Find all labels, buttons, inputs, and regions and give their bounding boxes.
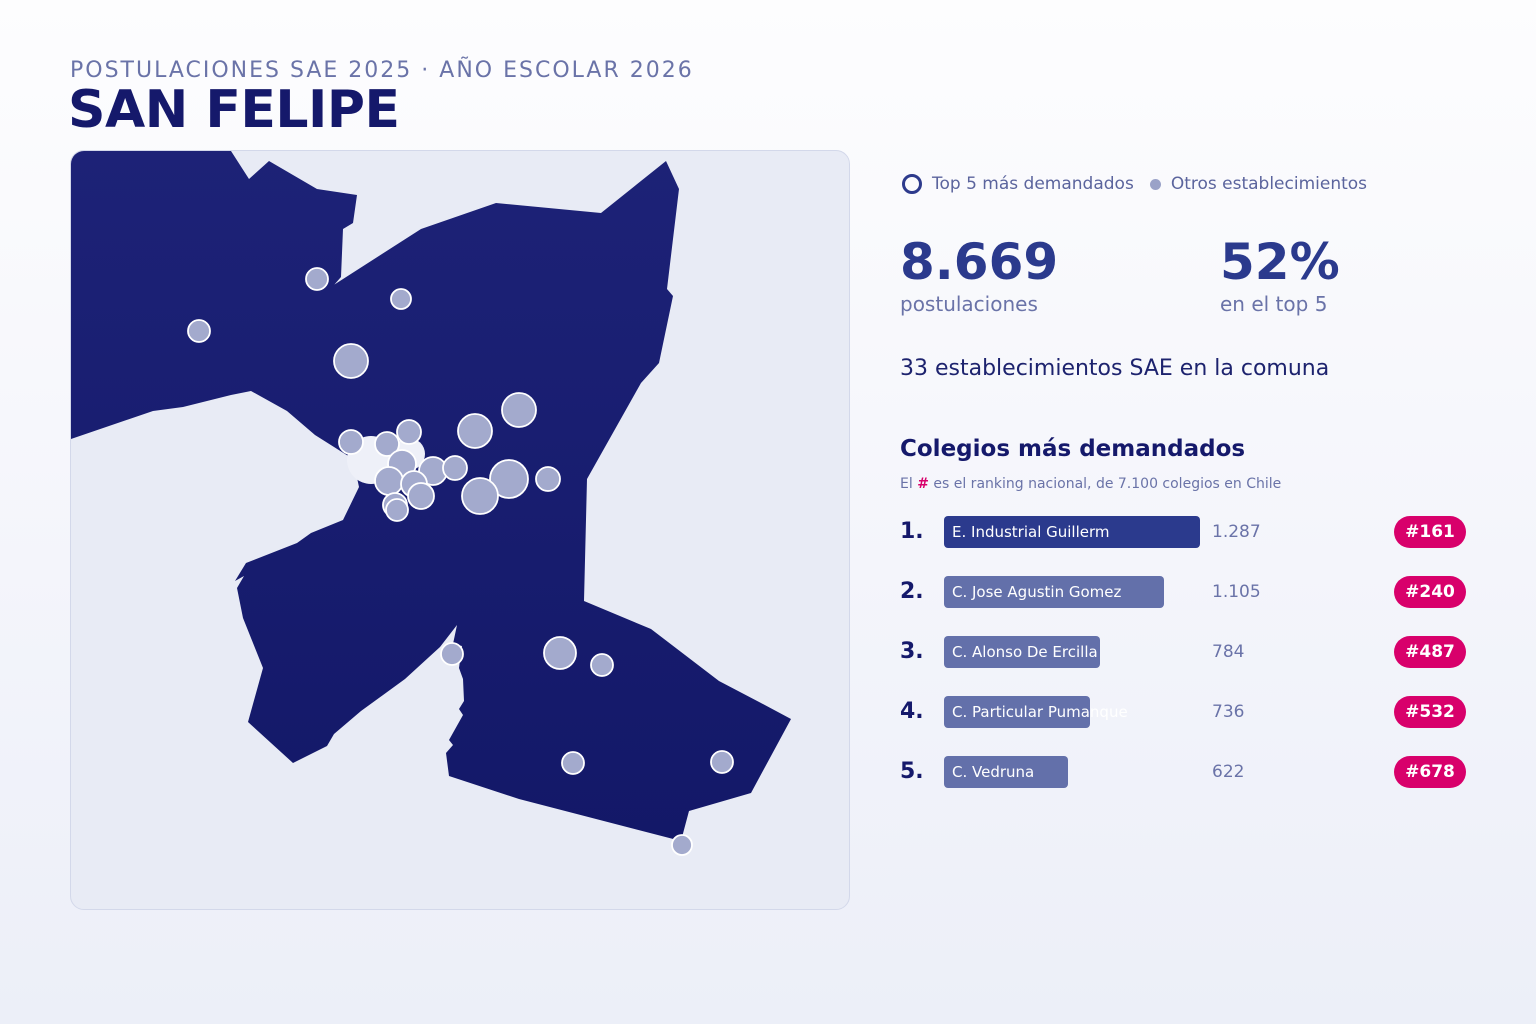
ranking-row[interactable]: 1. E. Industrial Guillerm 1.287 #161 xyxy=(900,516,1470,548)
school-marker[interactable] xyxy=(374,466,404,496)
school-marker[interactable] xyxy=(710,750,734,774)
map-svg xyxy=(71,151,791,856)
school-name: E. Industrial Guillerm xyxy=(952,523,1110,541)
school-marker[interactable] xyxy=(457,413,493,449)
school-marker[interactable] xyxy=(385,498,409,522)
rank-bar: E. Industrial Guillerm xyxy=(944,516,1200,548)
school-marker[interactable] xyxy=(561,751,585,775)
application-count: 784 xyxy=(1212,642,1245,662)
school-marker[interactable] xyxy=(187,319,211,343)
school-marker[interactable] xyxy=(489,459,529,499)
national-rank-badge: #240 xyxy=(1394,576,1466,608)
share-stat: 52% en el top 5 xyxy=(1220,232,1340,316)
application-count: 1.105 xyxy=(1212,582,1261,602)
school-marker[interactable] xyxy=(305,267,329,291)
share-value: 52% xyxy=(1220,233,1340,291)
ranking-row[interactable]: 5. C. Vedruna 622 #678 xyxy=(900,756,1470,788)
applications-label: postulaciones xyxy=(900,292,1038,316)
rank-bar: C. Particular Pumanque xyxy=(944,696,1128,728)
school-name: C. Jose Agustin Gomez xyxy=(952,583,1122,601)
establishments-count: 33 establecimientos SAE en la comuna xyxy=(900,356,1330,381)
ranking-note-suffix: es el ranking nacional, de 7.100 colegio… xyxy=(928,476,1282,492)
school-marker[interactable] xyxy=(390,288,412,310)
applications-value: 8.669 xyxy=(900,233,1059,291)
school-name: C. Particular Pumanque xyxy=(952,703,1128,721)
share-label: en el top 5 xyxy=(1220,292,1328,316)
rank-position: 3. xyxy=(900,639,924,664)
school-name: C. Alonso De Ercilla xyxy=(952,643,1098,661)
applications-stat: 8.669 postulaciones xyxy=(900,232,1058,316)
school-marker[interactable] xyxy=(501,392,537,428)
school-marker[interactable] xyxy=(396,419,422,445)
school-marker[interactable] xyxy=(407,482,435,510)
school-marker[interactable] xyxy=(671,834,693,856)
school-marker[interactable] xyxy=(461,477,499,515)
commune-map[interactable] xyxy=(70,150,850,910)
rank-position: 4. xyxy=(900,699,924,724)
school-marker[interactable] xyxy=(338,429,364,455)
school-marker[interactable] xyxy=(590,653,614,677)
school-marker[interactable] xyxy=(442,455,468,481)
ranking-row[interactable]: 4. C. Particular Pumanque 736 #532 xyxy=(900,696,1470,728)
national-rank-badge: #678 xyxy=(1394,756,1466,788)
rank-position: 5. xyxy=(900,759,924,784)
top5-ring-icon xyxy=(902,174,922,194)
rank-bar: C. Alonso De Ercilla xyxy=(944,636,1100,668)
national-rank-badge: #487 xyxy=(1394,636,1466,668)
application-count: 736 xyxy=(1212,702,1245,722)
ranking-note-hash: # xyxy=(917,476,929,492)
school-marker[interactable] xyxy=(440,642,464,666)
application-count: 1.287 xyxy=(1212,522,1261,542)
legend-top5-label: Top 5 más demandados xyxy=(932,174,1134,194)
legend-others-label: Otros establecimientos xyxy=(1170,174,1368,194)
national-rank-badge: #532 xyxy=(1394,696,1466,728)
application-count: 622 xyxy=(1212,762,1245,782)
school-marker[interactable] xyxy=(374,431,400,457)
page-title: SAN FELIPE xyxy=(68,80,400,140)
ranking-note-prefix: El xyxy=(900,476,918,492)
school-marker[interactable] xyxy=(535,466,561,492)
page-kicker: POSTULACIONES SAE 2025 · AÑO ESCOLAR 202… xyxy=(70,58,694,83)
ranking-note: El # es el ranking nacional, de 7.100 co… xyxy=(900,476,1281,492)
rank-position: 1. xyxy=(900,519,924,544)
national-rank-badge: #161 xyxy=(1394,516,1466,548)
ranking-row[interactable]: 3. C. Alonso De Ercilla 784 #487 xyxy=(900,636,1470,668)
rank-position: 2. xyxy=(900,579,924,604)
ranking-row[interactable]: 2. C. Jose Agustin Gomez 1.105 #240 xyxy=(900,576,1470,608)
school-marker[interactable] xyxy=(543,636,577,670)
map-legend: Top 5 más demandados Otros establecimien… xyxy=(902,174,1367,194)
school-marker[interactable] xyxy=(333,343,369,379)
others-dot-icon xyxy=(1149,178,1161,190)
rank-bar: C. Jose Agustin Gomez xyxy=(944,576,1164,608)
ranking-title: Colegios más demandados xyxy=(900,436,1246,462)
school-name: C. Vedruna xyxy=(952,763,1035,781)
rank-bar: C. Vedruna xyxy=(944,756,1068,788)
